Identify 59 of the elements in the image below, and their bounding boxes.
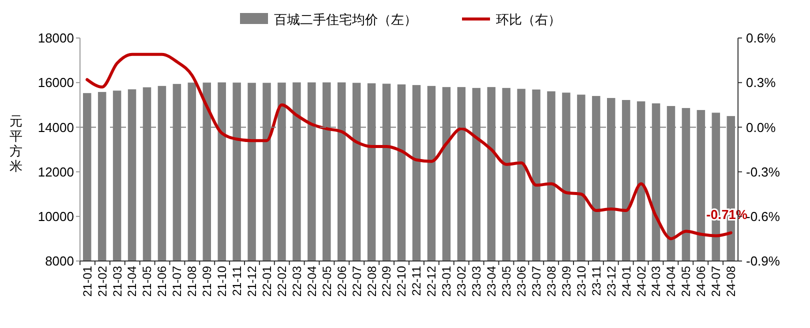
x-tick-label: 23-02 — [454, 266, 469, 297]
x-tick-label: 23-01 — [440, 266, 454, 297]
x-tick-label: 23-04 — [484, 266, 499, 297]
x-tick-label: 21-06 — [155, 266, 170, 297]
y-axis-title: 元平方米 — [10, 114, 22, 174]
x-tick-label: 21-08 — [185, 266, 200, 297]
x-tick-label: 22-11 — [410, 266, 424, 296]
x-tick-label: 23-10 — [574, 266, 588, 297]
y2-tick-label: -0.9% — [746, 254, 780, 269]
x-tick-label: 21-01 — [80, 266, 94, 297]
x-tick-label: 21-02 — [95, 266, 110, 297]
x-tick-label: 23-11 — [589, 266, 604, 296]
y2-tick-label: 0.6% — [746, 30, 776, 46]
y-tick-label: 8000 — [45, 254, 74, 269]
x-tick-label: 24-01 — [619, 266, 634, 297]
x-tick-label: 21-11 — [230, 266, 244, 296]
x-tick-label: 23-07 — [529, 266, 544, 297]
x-tick-label: 24-07 — [709, 266, 724, 297]
y-tick-label: 12000 — [38, 164, 74, 180]
x-tick-label: 22-08 — [364, 266, 379, 297]
y2-tick-label: 0.3% — [746, 75, 776, 90]
legend-label: 百城二手住宅均价（左） — [274, 12, 417, 27]
x-tick-label: 22-12 — [424, 266, 439, 297]
x-tick-label: 22-07 — [350, 266, 364, 297]
x-tick-label: 21-10 — [215, 266, 230, 297]
x-tick-label: 22-06 — [334, 266, 349, 297]
x-tick-label: 21-12 — [245, 266, 259, 297]
x-tick-label: 23-08 — [544, 266, 558, 297]
x-tick-label: 21-04 — [125, 266, 140, 297]
x-tick-label: 23-09 — [559, 266, 574, 297]
y-tick-label: 18000 — [38, 30, 74, 46]
y-tick-label: 14000 — [38, 120, 74, 135]
x-tick-label: 22-04 — [304, 266, 319, 297]
y2-tick-label: 0.0% — [746, 120, 776, 135]
x-tick-label: 24-06 — [694, 266, 708, 297]
y-tick-label: 16000 — [38, 75, 74, 90]
x-tick-label: 24-08 — [724, 266, 738, 297]
x-tick-label: 23-12 — [604, 266, 618, 297]
x-tick-label: 22-05 — [320, 266, 334, 297]
x-tick-label: 24-05 — [679, 266, 694, 297]
x-tick-label: 23-03 — [470, 266, 484, 297]
y2-tick-label: -0.6% — [746, 208, 780, 224]
x-tick-label: 24-02 — [634, 266, 648, 297]
x-tick-label: 22-10 — [394, 266, 409, 297]
x-tick-label: 21-05 — [140, 266, 154, 297]
x-tick-label: 24-04 — [664, 266, 678, 297]
legend-label: 环比（右） — [496, 12, 561, 27]
x-tick-label: 23-05 — [500, 266, 514, 297]
x-tick-label: 22-03 — [290, 266, 304, 297]
x-tick-label: 22-01 — [260, 266, 274, 297]
x-tick-label: 21-03 — [110, 266, 124, 297]
x-tick-label: 21-07 — [170, 266, 184, 297]
x-tick-label: 22-09 — [380, 266, 394, 297]
x-tick-label: 23-06 — [514, 266, 528, 297]
x-tick-label: 24-03 — [649, 266, 664, 297]
x-tick-label: 22-02 — [274, 266, 289, 297]
x-tick-label: 21-09 — [200, 266, 214, 297]
y2-tick-label: -0.3% — [746, 164, 780, 180]
y-tick-label: 10000 — [38, 208, 74, 224]
